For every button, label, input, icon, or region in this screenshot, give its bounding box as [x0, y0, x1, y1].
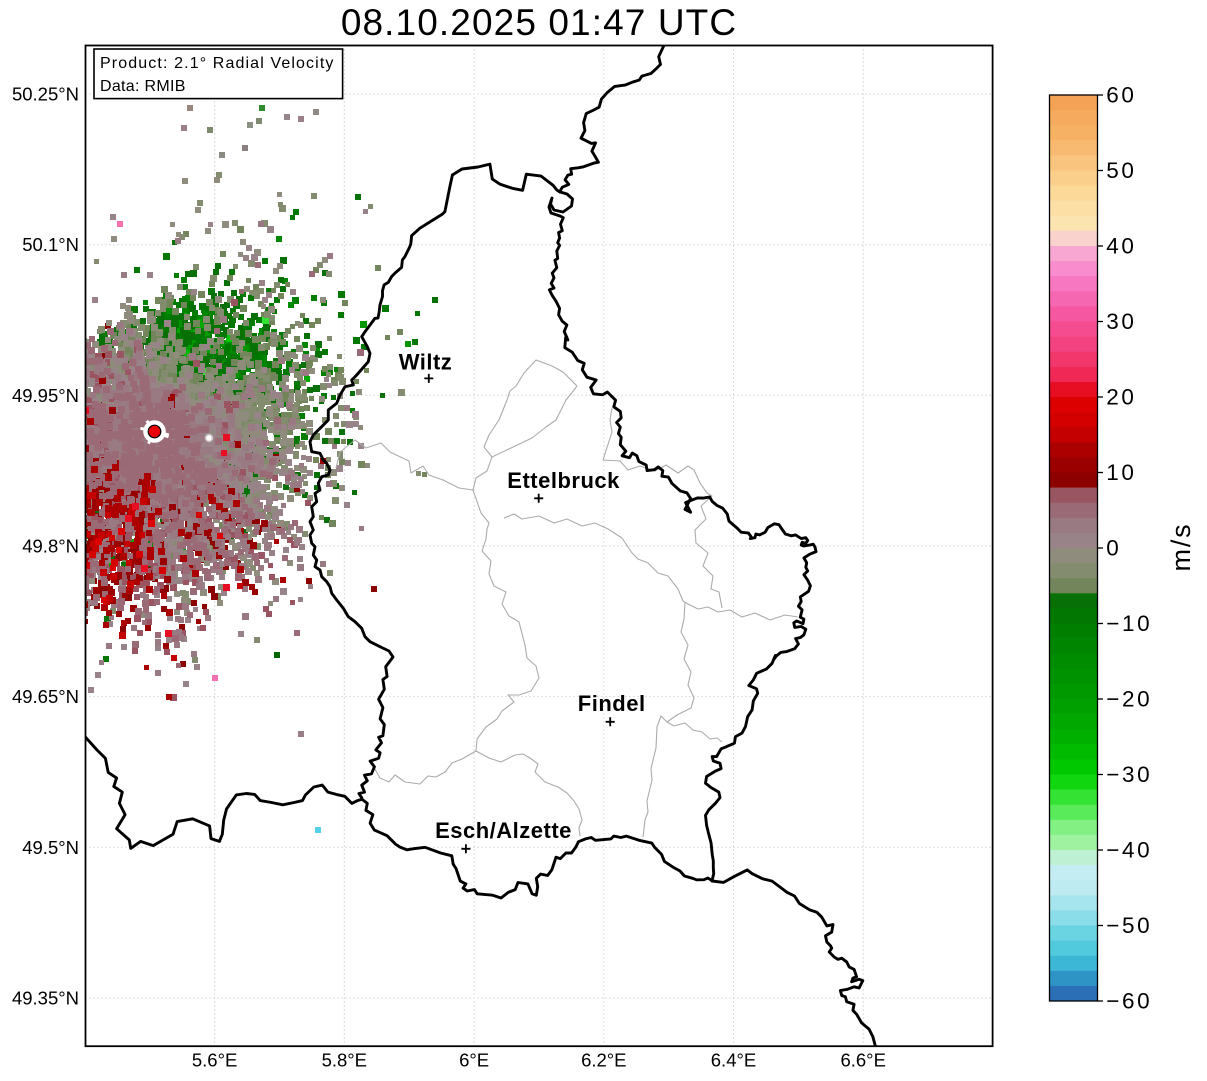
svg-text:40: 40 [1106, 234, 1136, 259]
svg-text:Findel: Findel [578, 691, 646, 716]
svg-text:−40: −40 [1106, 838, 1152, 863]
svg-text:−20: −20 [1106, 687, 1152, 712]
svg-text:49.35°N: 49.35°N [12, 988, 79, 1009]
svg-text:Product: 2.1° Radial Velocity: Product: 2.1° Radial Velocity [100, 55, 335, 72]
svg-text:Wiltz: Wiltz [399, 349, 453, 374]
svg-text:−30: −30 [1106, 762, 1152, 787]
svg-text:Esch/Alzette: Esch/Alzette [435, 818, 572, 843]
svg-text:49.65°N: 49.65°N [12, 686, 79, 707]
svg-text:08.10.2025 01:47 UTC: 08.10.2025 01:47 UTC [341, 2, 737, 43]
svg-text:20: 20 [1106, 385, 1136, 410]
svg-text:60: 60 [1106, 83, 1136, 108]
svg-text:−60: −60 [1106, 989, 1152, 1014]
svg-text:30: 30 [1106, 309, 1136, 334]
svg-text:6°E: 6°E [459, 1050, 489, 1071]
svg-text:49.8°N: 49.8°N [22, 536, 79, 557]
svg-text:6.4°E: 6.4°E [711, 1050, 756, 1071]
svg-text:49.95°N: 49.95°N [12, 385, 79, 406]
svg-text:5.8°E: 5.8°E [322, 1050, 367, 1071]
svg-text:49.5°N: 49.5°N [22, 837, 79, 858]
svg-text:10: 10 [1106, 460, 1136, 485]
svg-text:50.25°N: 50.25°N [12, 84, 79, 105]
svg-text:50.1°N: 50.1°N [22, 234, 79, 255]
svg-text:−50: −50 [1106, 913, 1152, 938]
svg-text:Data: RMIB: Data: RMIB [100, 78, 186, 95]
svg-text:Ettelbruck: Ettelbruck [507, 468, 620, 493]
svg-text:m/s: m/s [1166, 523, 1196, 572]
svg-text:6.6°E: 6.6°E [840, 1050, 885, 1071]
svg-text:−10: −10 [1106, 611, 1152, 636]
svg-text:6.2°E: 6.2°E [581, 1050, 626, 1071]
svg-text:50: 50 [1106, 158, 1136, 183]
svg-text:5.6°E: 5.6°E [192, 1050, 237, 1071]
svg-text:0: 0 [1106, 536, 1121, 561]
